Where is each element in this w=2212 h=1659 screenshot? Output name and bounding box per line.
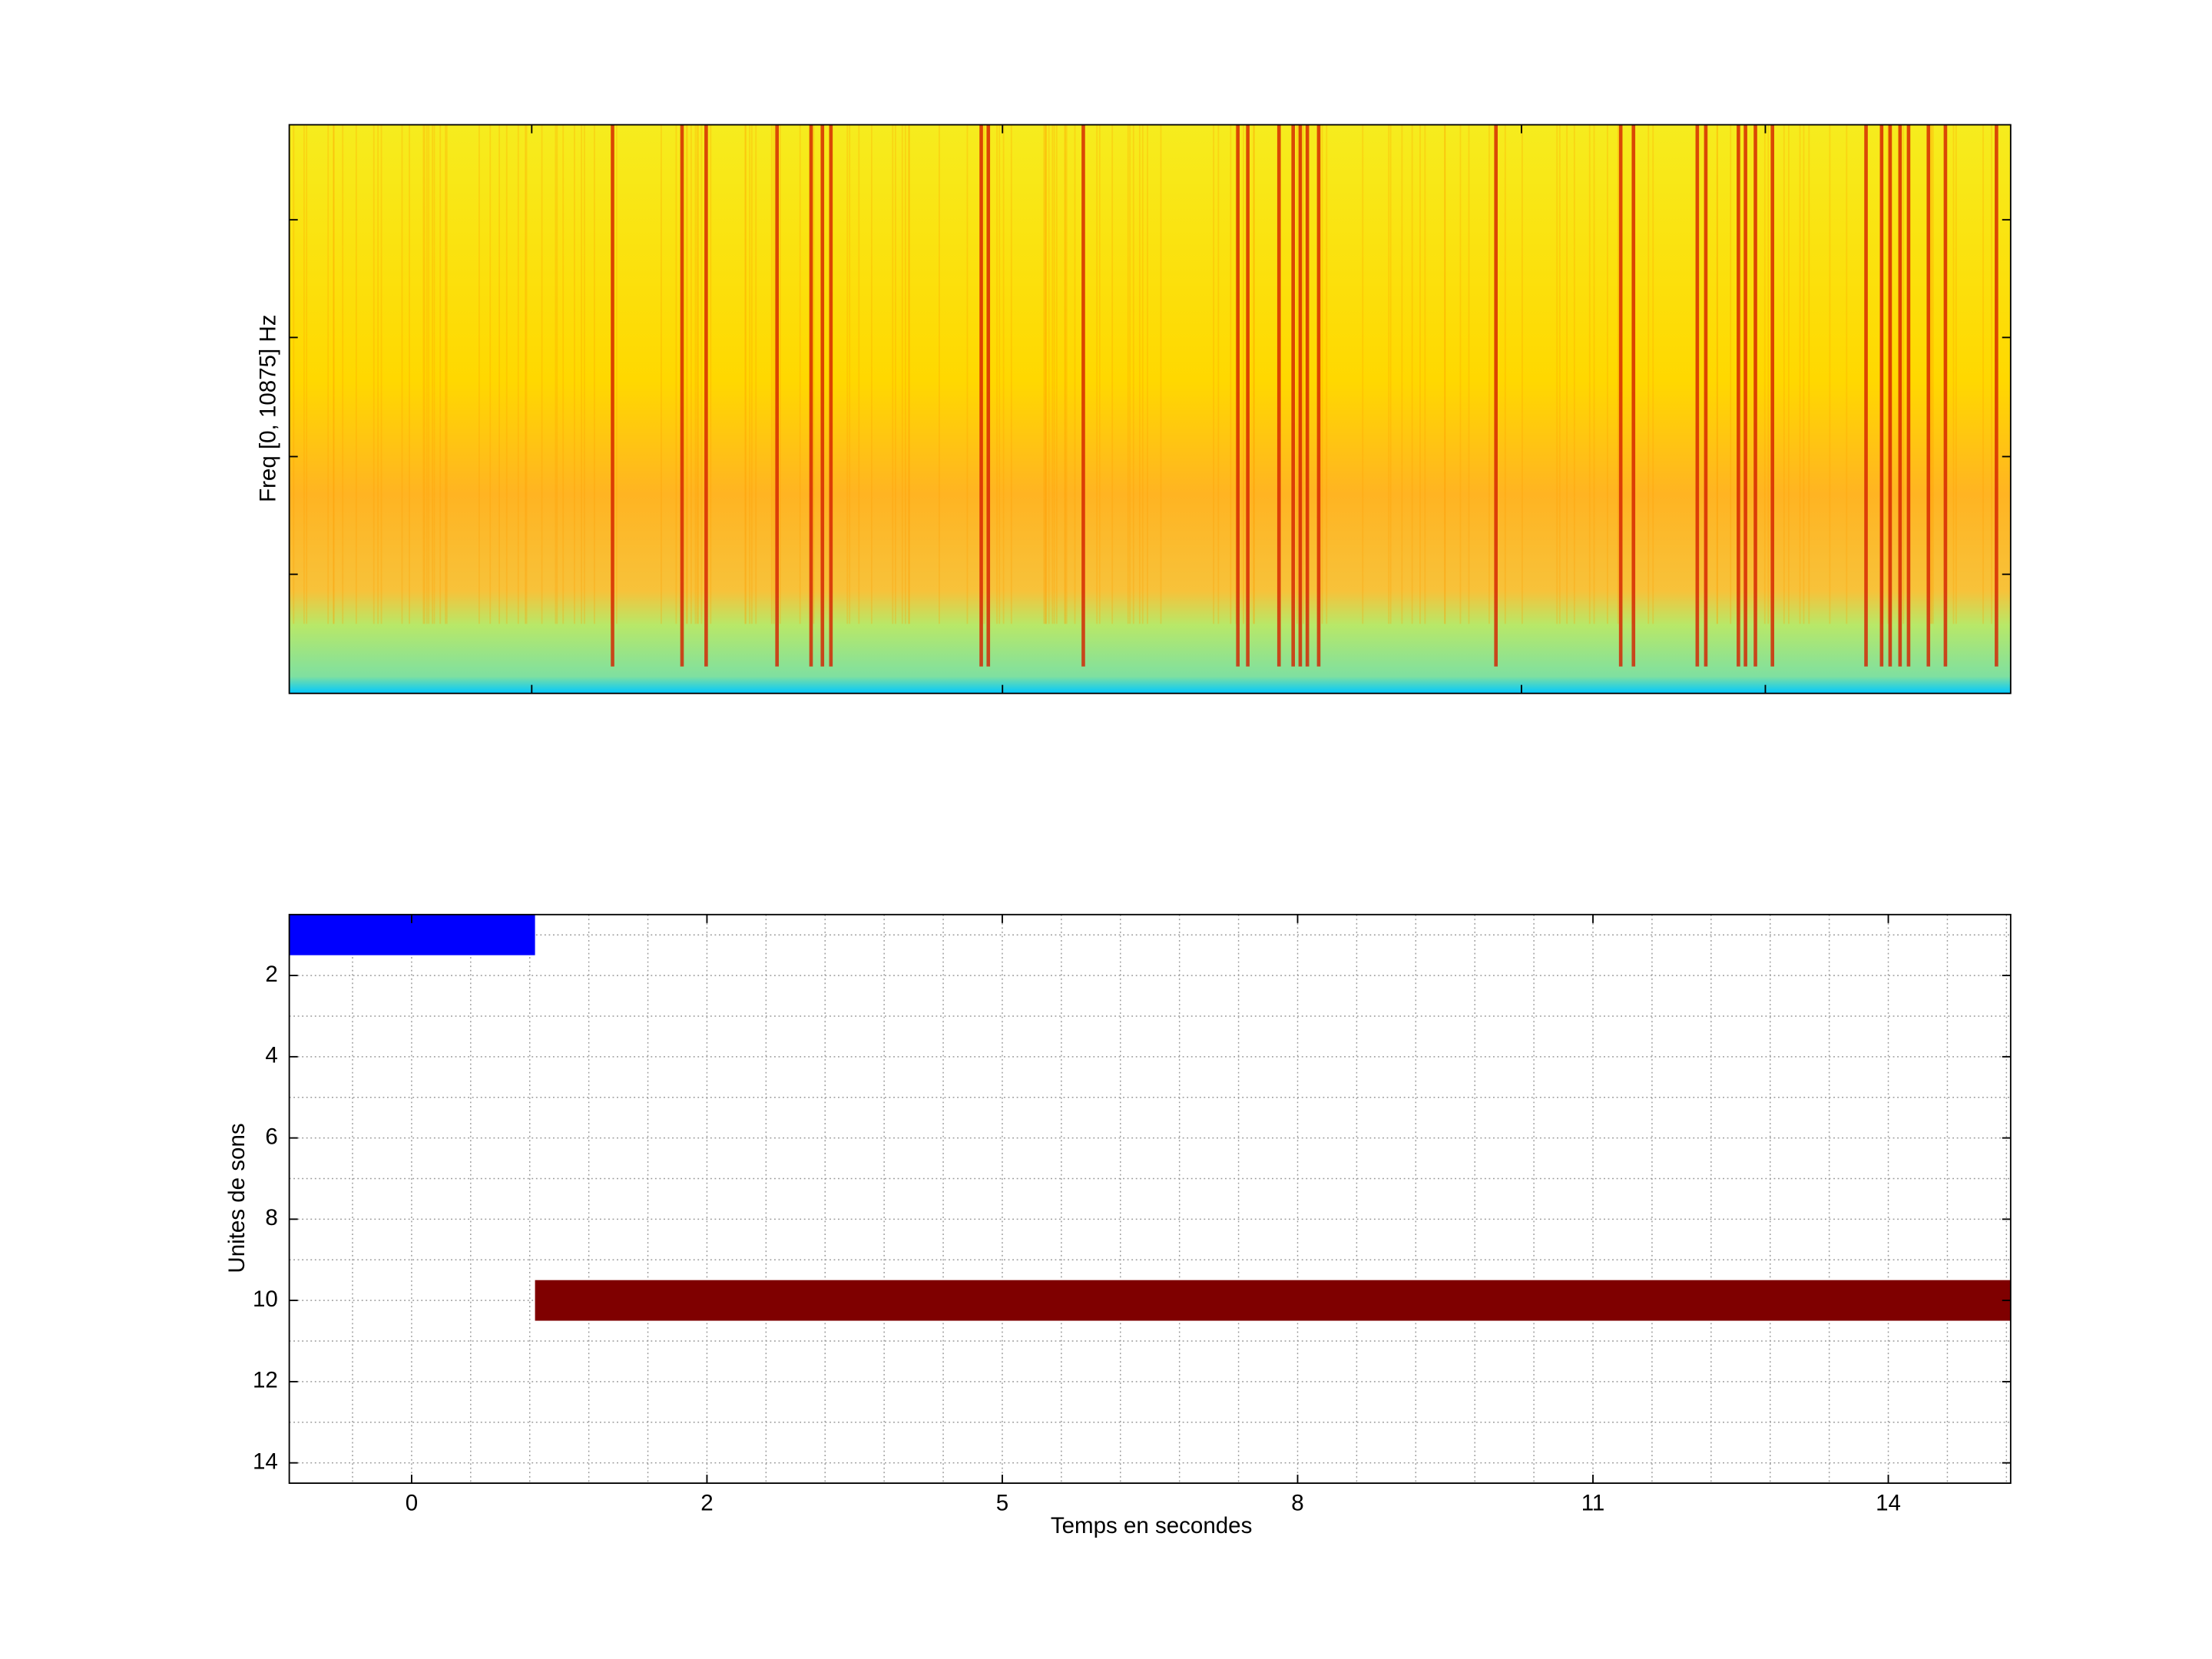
y-tick-label: 12 [253,1368,278,1393]
y-axis-label: Freq [0, 10875] Hz [256,314,281,502]
axes-frame [288,124,2012,694]
y-tick-label: 10 [253,1286,278,1312]
axes-frame [288,913,2012,1484]
y-tick-label: 14 [253,1449,278,1474]
x-tick-label: 8 [1291,1491,1303,1516]
y-tick-label: 6 [265,1124,277,1149]
y-tick-label: 2 [265,962,277,987]
y-axis-label: Unites de sons [224,1123,250,1273]
x-tick-label: 5 [996,1491,1008,1516]
x-tick-label: 14 [1876,1491,1901,1516]
spectrogram-image [289,124,2011,694]
x-tick-label: 11 [1581,1491,1605,1516]
y-tick-label: 8 [265,1205,277,1230]
y-tick-label: 4 [265,1043,277,1068]
x-tick-label: 2 [700,1491,713,1516]
x-tick-label: 0 [406,1491,418,1516]
segment-bar [535,1280,2011,1321]
spectrogram [289,124,2011,694]
x-axis-label: Temps en secondes [1051,1513,1253,1538]
